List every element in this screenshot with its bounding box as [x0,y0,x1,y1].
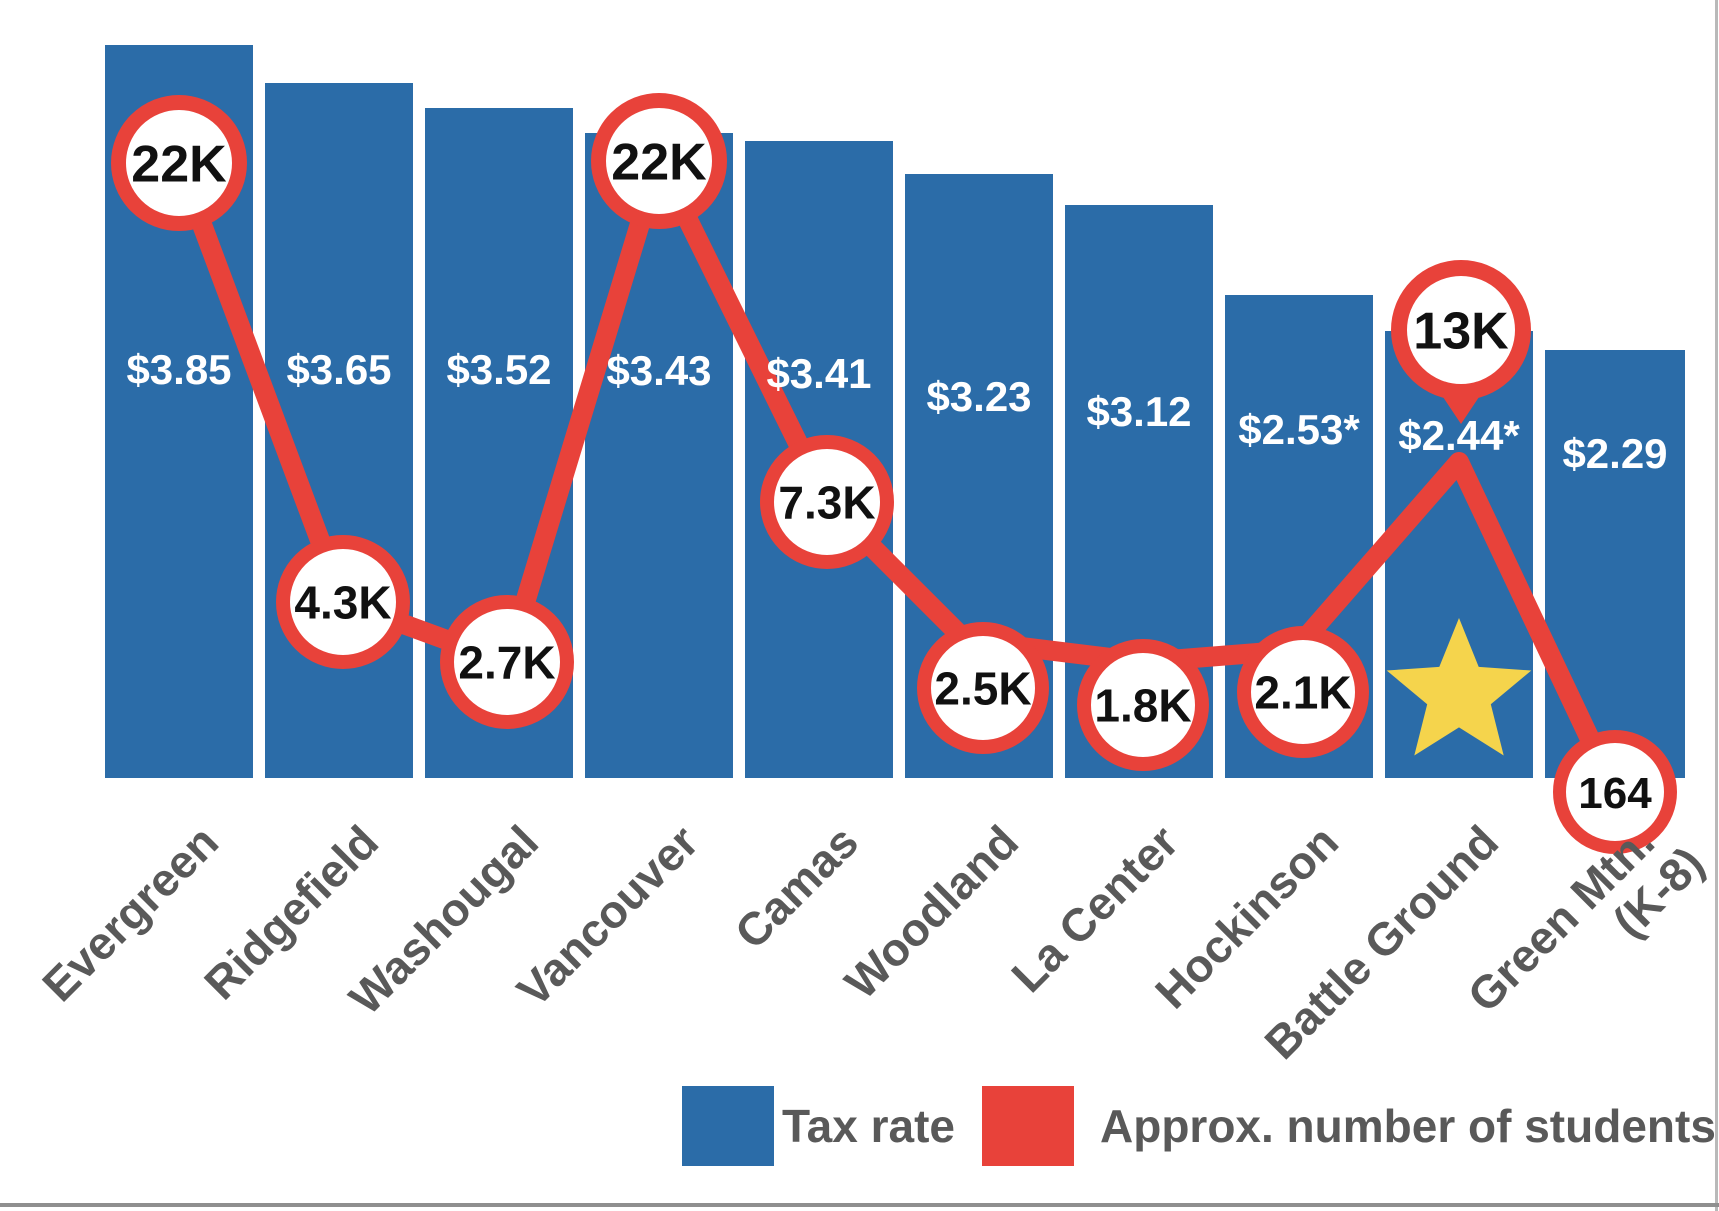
tax-rate-value-evergreen: $3.85 [126,346,231,393]
students-marker-battle-ground [1391,260,1531,400]
tax-rate-value-la-center: $3.12 [1086,388,1191,435]
legend-swatch-students [982,1086,1074,1166]
tax-rate-value-washougal: $3.52 [446,346,551,393]
bar-vancouver [585,133,733,778]
students-value-green-mtn: 164 [1578,769,1652,818]
students-value-battle-ground: 13K [1413,303,1509,361]
frame-border-right [1715,0,1718,1211]
students-value-camas: 7.3K [778,477,875,529]
students-marker-ridgefield [276,535,410,669]
star-icon [1386,618,1532,756]
students-marker-hockinson [1237,626,1369,758]
students-line [169,151,1625,802]
students-value-woodland: 2.5K [934,663,1031,715]
tax-rate-value-battle-ground: $2.44* [1398,412,1520,459]
students-value-evergreen: 22K [131,136,227,194]
students-marker-vancouver [591,93,727,229]
students-value-ridgefield: 4.3K [294,577,391,629]
students-value-la-center: 1.8K [1094,680,1191,732]
students-marker-camas [760,435,894,569]
tax-rate-value-green-mtn: $2.29 [1562,430,1667,477]
tax-rate-value-woodland: $3.23 [926,373,1031,420]
tax-rate-value-ridgefield: $3.65 [286,346,391,393]
bar-green-mtn [1545,350,1685,778]
students-marker-woodland [917,622,1049,754]
students-marker-la-center [1077,639,1209,771]
frame-border-bottom [0,1203,1719,1207]
students-value-vancouver: 22K [611,134,707,192]
tax-rate-value-vancouver: $3.43 [606,347,711,394]
tax-rate-value-camas: $3.41 [766,350,871,397]
students-marker-washougal [440,595,574,729]
students-marker-evergreen [111,95,247,231]
legend-swatch-tax-rate [682,1086,774,1166]
students-marker-green-mtn [1553,730,1677,854]
students-value-hockinson: 2.1K [1254,667,1351,719]
legend-label-students: Approx. number of students [1100,1100,1716,1152]
legend-label-tax-rate: Tax rate [782,1100,955,1152]
students-value-washougal: 2.7K [458,637,555,689]
tax-rate-value-hockinson: $2.53* [1238,406,1360,453]
